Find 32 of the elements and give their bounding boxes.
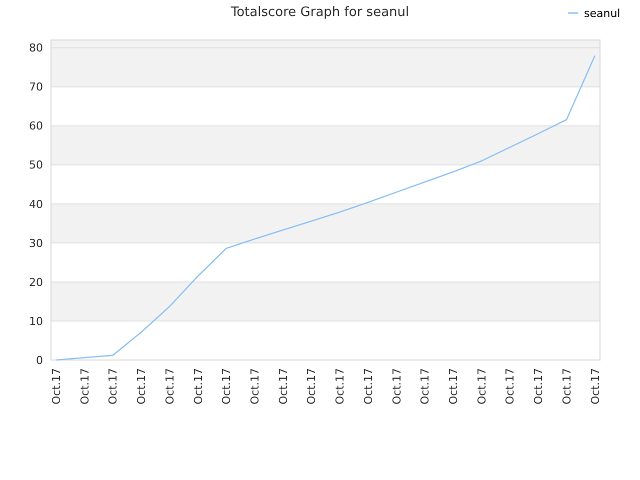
x-tick-label: Oct.17 <box>163 368 176 405</box>
y-tick-label: 20 <box>29 276 43 289</box>
y-tick-label: 50 <box>29 158 43 172</box>
x-tick-label: Oct.17 <box>276 368 290 405</box>
y-tick-label: 40 <box>29 198 43 211</box>
x-tick-label: Oct.17 <box>192 368 205 405</box>
x-tick-label: Oct.17 <box>560 368 574 405</box>
x-tick-label: Oct.17 <box>50 368 63 405</box>
x-tick-label: Oct.17 <box>588 368 602 405</box>
x-tick-label: Oct.17 <box>220 368 234 405</box>
x-tick-label: Oct.17 <box>390 368 404 405</box>
x-tick-label: Oct.17 <box>248 368 262 405</box>
y-tick-label: 0 <box>36 354 43 367</box>
y-tick-label: 10 <box>29 314 43 328</box>
x-tick-label: Oct.17 <box>362 368 375 405</box>
x-tick-label: Oct.17 <box>135 368 148 405</box>
x-tick-label: Oct.17 <box>305 368 318 405</box>
chart-title: Totalscore Graph for seanul <box>230 5 410 20</box>
x-tick-label: Oct.17 <box>446 368 460 405</box>
y-tick-label: 30 <box>29 236 43 250</box>
y-tick-label: 70 <box>29 80 43 94</box>
x-tick-label: Oct.17 <box>504 368 517 405</box>
y-tick-label: 60 <box>29 120 43 133</box>
x-tick-label: Oct.17 <box>106 368 120 405</box>
x-tick-label: Oct.17 <box>418 368 432 405</box>
x-tick-label: Oct.17 <box>78 368 92 405</box>
line-series <box>55 54 596 361</box>
x-tick-label: Oct.17 <box>334 368 347 405</box>
x-tick-label: Oct.17 <box>475 368 488 405</box>
legend-label: seanul <box>584 6 620 20</box>
y-tick-label: 80 <box>29 42 43 55</box>
x-tick-label: Oct.17 <box>532 368 546 405</box>
